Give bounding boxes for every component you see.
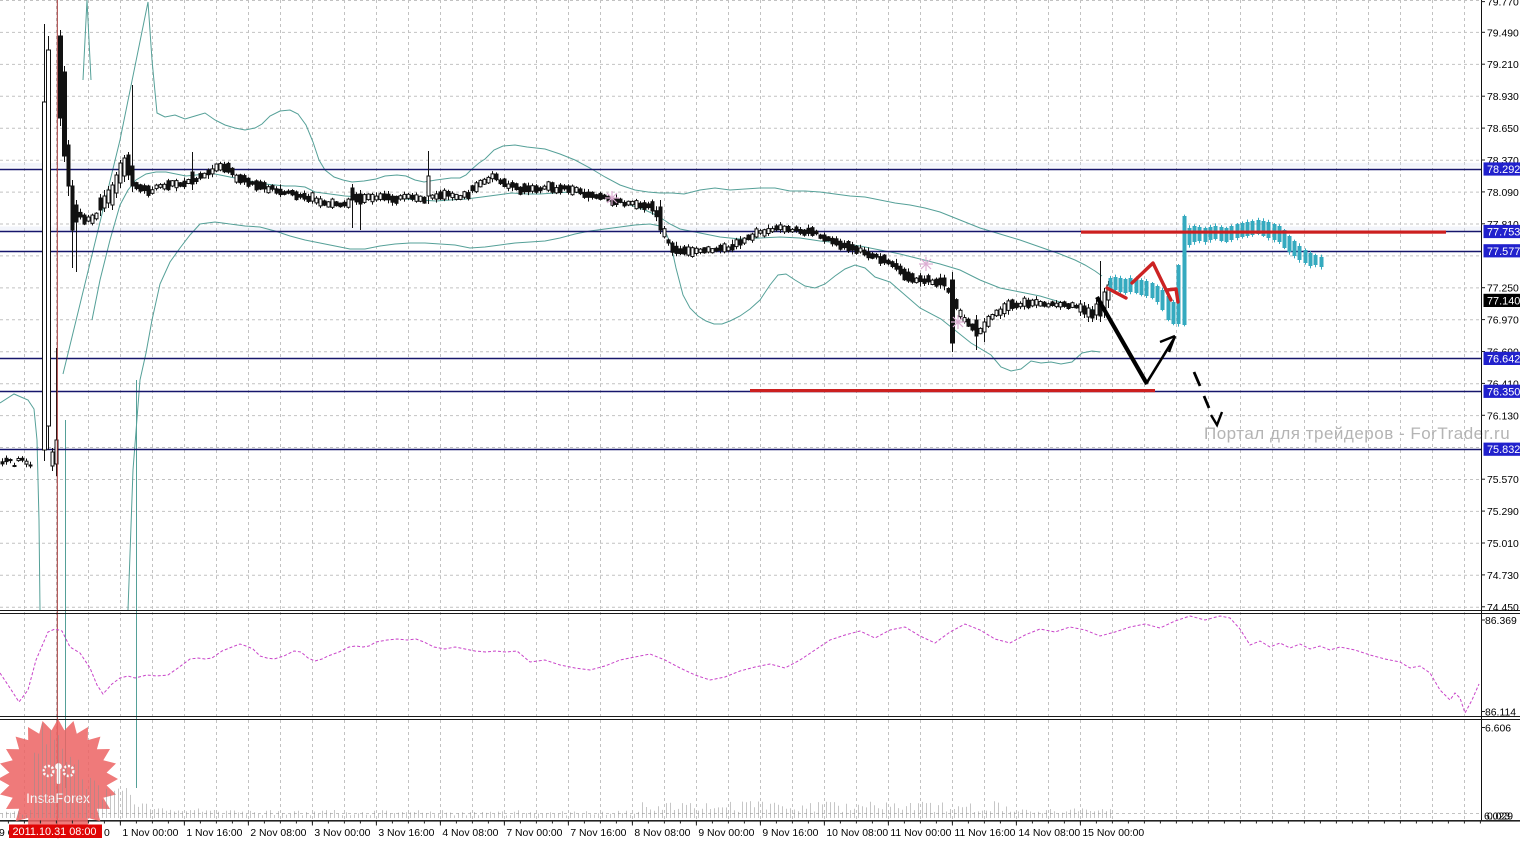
svg-text:9 Nov 00:00: 9 Nov 00:00	[698, 828, 754, 839]
svg-text:78.650: 78.650	[1487, 124, 1519, 135]
svg-text:79.210: 79.210	[1487, 60, 1519, 71]
svg-text:75.290: 75.290	[1487, 507, 1519, 518]
svg-text:75.570: 75.570	[1487, 475, 1519, 486]
svg-text:2011.10.31 08:00: 2011.10.31 08:00	[13, 826, 97, 838]
svg-text:79.770: 79.770	[1487, 0, 1519, 9]
svg-text:76.970: 76.970	[1487, 316, 1519, 327]
svg-text:78.292: 78.292	[1487, 164, 1520, 176]
svg-text:0.029: 0.029	[1487, 812, 1513, 823]
svg-text:8 Nov 08:00: 8 Nov 08:00	[634, 828, 690, 839]
svg-text:76.130: 76.130	[1487, 411, 1519, 422]
svg-text:77.250: 77.250	[1487, 284, 1519, 295]
svg-text:11 Nov 00:00: 11 Nov 00:00	[890, 828, 951, 839]
svg-text:3 Nov 00:00: 3 Nov 00:00	[314, 828, 370, 839]
svg-text:76.642: 76.642	[1487, 353, 1520, 365]
svg-text:75.832: 75.832	[1487, 444, 1520, 456]
svg-text:76.350: 76.350	[1487, 386, 1520, 398]
svg-text:6.606: 6.606	[1485, 724, 1511, 735]
svg-text:11 Nov 16:00: 11 Nov 16:00	[954, 828, 1015, 839]
svg-text:86.114: 86.114	[1485, 708, 1516, 719]
svg-text:3 Nov 16:00: 3 Nov 16:00	[378, 828, 434, 839]
svg-text:74.450: 74.450	[1487, 603, 1519, 614]
svg-text:74.730: 74.730	[1487, 571, 1519, 582]
svg-text:1 Nov 16:00: 1 Nov 16:00	[186, 828, 242, 839]
svg-text:10 Nov 08:00: 10 Nov 08:00	[826, 828, 888, 839]
svg-text:4 Nov 08:00: 4 Nov 08:00	[442, 828, 498, 839]
svg-text:77.753: 77.753	[1487, 227, 1520, 239]
svg-text:79.490: 79.490	[1487, 28, 1519, 39]
svg-text:75.010: 75.010	[1487, 539, 1519, 550]
svg-text:15 Nov 00:00: 15 Nov 00:00	[1082, 828, 1144, 839]
svg-text:78.930: 78.930	[1487, 92, 1519, 103]
svg-text:78.090: 78.090	[1487, 188, 1519, 199]
svg-text:86.369: 86.369	[1485, 616, 1517, 627]
svg-text:14 Nov 08:00: 14 Nov 08:00	[1018, 828, 1080, 839]
svg-text:0: 0	[104, 828, 110, 839]
svg-text:77.140: 77.140	[1487, 295, 1520, 307]
svg-text:1 Nov 00:00: 1 Nov 00:00	[122, 828, 178, 839]
svg-text:7 Nov 16:00: 7 Nov 16:00	[570, 828, 626, 839]
svg-text:Портал для трейдеров - ForTrad: Портал для трейдеров - ForTrader.ru	[1204, 424, 1510, 443]
svg-text:2 Nov 08:00: 2 Nov 08:00	[250, 828, 306, 839]
svg-text:77.577: 77.577	[1487, 246, 1520, 258]
svg-text:7 Nov 00:00: 7 Nov 00:00	[506, 828, 562, 839]
svg-text:9 Nov 16:00: 9 Nov 16:00	[762, 828, 818, 839]
